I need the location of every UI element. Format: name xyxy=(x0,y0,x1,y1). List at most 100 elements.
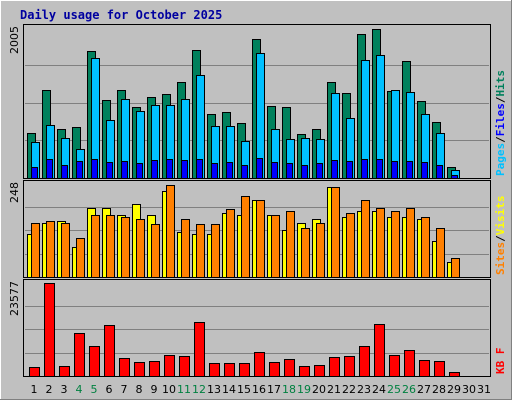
legend-pages: Pages xyxy=(494,143,507,176)
bottom-panel-legend: KB F xyxy=(494,348,507,375)
bar-pages-day-2 xyxy=(46,159,53,179)
legend-files: Files xyxy=(494,103,507,136)
bar-sites-day-26 xyxy=(406,208,415,278)
bar-kb-f-day-16 xyxy=(254,352,265,377)
bar-pages-day-29 xyxy=(451,175,458,179)
bar-sites-day-29 xyxy=(451,258,460,278)
day-label-23: 23 xyxy=(357,383,371,396)
day-label-24: 24 xyxy=(372,383,386,396)
bar-sites-day-19 xyxy=(301,228,310,278)
legend-visits: Visits xyxy=(494,196,507,236)
bar-pages-day-22 xyxy=(346,161,353,179)
bar-pages-day-15 xyxy=(241,165,248,179)
day-label-8: 8 xyxy=(136,383,143,396)
bar-kb-f-day-18 xyxy=(284,359,295,377)
day-label-17: 17 xyxy=(267,383,281,396)
bar-kb-f-day-10 xyxy=(164,355,175,377)
bar-kb-f-day-6 xyxy=(104,325,115,377)
day-label-30: 30 xyxy=(462,383,476,396)
bar-kb-f-day-7 xyxy=(119,358,130,377)
day-label-20: 20 xyxy=(312,383,326,396)
bar-pages-day-20 xyxy=(316,163,323,179)
bar-sites-day-14 xyxy=(226,209,235,278)
day-label-2: 2 xyxy=(46,383,53,396)
day-label-12: 12 xyxy=(192,383,206,396)
bar-kb-f-day-20 xyxy=(314,365,325,377)
bar-kb-f-day-3 xyxy=(59,366,70,377)
bar-sites-day-23 xyxy=(361,200,370,278)
legend-hits: Hits xyxy=(494,70,507,97)
day-label-18: 18 xyxy=(282,383,296,396)
bar-kb-f-day-19 xyxy=(299,366,310,377)
day-label-15: 15 xyxy=(237,383,251,396)
middle-panel-legend: Sites/Visits xyxy=(494,196,507,276)
bar-pages-day-13 xyxy=(211,163,218,179)
bar-sites-day-15 xyxy=(241,196,250,278)
bar-kb-f-day-24 xyxy=(374,324,385,377)
bar-pages-day-1 xyxy=(31,167,38,179)
bar-sites-day-5 xyxy=(91,215,100,278)
day-label-31: 31 xyxy=(477,383,491,396)
bar-kb-f-day-4 xyxy=(74,333,85,377)
bar-kb-f-day-21 xyxy=(329,357,340,377)
day-label-22: 22 xyxy=(342,383,356,396)
day-label-19: 19 xyxy=(297,383,311,396)
bar-pages-day-17 xyxy=(271,162,278,179)
bar-sites-day-20 xyxy=(316,223,325,278)
bar-sites-day-24 xyxy=(376,208,385,278)
day-label-28: 28 xyxy=(432,383,446,396)
bar-pages-day-23 xyxy=(361,159,368,179)
bar-kb-f-day-27 xyxy=(419,360,430,377)
bar-pages-day-7 xyxy=(121,161,128,179)
bar-sites-day-1 xyxy=(31,223,40,278)
bar-kb-f-day-9 xyxy=(149,361,160,377)
day-label-10: 10 xyxy=(162,383,176,396)
bar-sites-day-27 xyxy=(421,217,430,278)
bar-pages-day-14 xyxy=(226,162,233,179)
bar-pages-day-8 xyxy=(136,163,143,179)
bar-sites-day-25 xyxy=(391,211,400,278)
bar-sites-day-28 xyxy=(436,228,445,278)
day-label-26: 26 xyxy=(402,383,416,396)
bar-sites-day-10 xyxy=(166,185,175,278)
bar-pages-day-27 xyxy=(421,162,428,179)
bar-pages-day-21 xyxy=(331,160,338,179)
legend-kbf: KB F xyxy=(494,348,507,375)
bar-kb-f-day-23 xyxy=(359,346,370,377)
day-label-6: 6 xyxy=(106,383,113,396)
bar-pages-day-26 xyxy=(406,161,413,179)
bar-pages-day-18 xyxy=(286,163,293,179)
bar-kb-f-day-17 xyxy=(269,362,280,377)
bar-pages-day-19 xyxy=(301,165,308,179)
day-label-25: 25 xyxy=(387,383,401,396)
bar-kb-f-day-26 xyxy=(404,350,415,377)
legend-sep-1: / xyxy=(494,136,507,143)
day-label-29: 29 xyxy=(447,383,461,396)
bar-kb-f-day-28 xyxy=(434,361,445,377)
bar-kb-f-day-12 xyxy=(194,322,205,377)
bar-kb-f-day-5 xyxy=(89,346,100,377)
bar-pages-day-25 xyxy=(391,161,398,179)
bar-kb-f-day-13 xyxy=(209,363,220,377)
bar-sites-day-3 xyxy=(61,223,70,278)
bar-kb-f-day-8 xyxy=(134,362,145,377)
middle-panel-max-label: 248 xyxy=(8,182,21,203)
bar-pages-day-12 xyxy=(196,159,203,179)
bar-pages-day-3 xyxy=(61,165,68,179)
bar-pages-day-10 xyxy=(166,159,173,179)
bar-kb-f-day-2 xyxy=(44,283,55,377)
bar-sites-day-21 xyxy=(331,187,340,278)
bar-pages-day-11 xyxy=(181,160,188,179)
legend-sites: Sites xyxy=(494,242,507,275)
day-label-3: 3 xyxy=(61,383,68,396)
day-label-9: 9 xyxy=(151,383,158,396)
day-label-5: 5 xyxy=(91,383,98,396)
bottom-panel-max-label: 23577 xyxy=(8,281,21,316)
top-panel-max-label: 2005 xyxy=(8,26,21,54)
day-label-11: 11 xyxy=(177,383,191,396)
day-label-7: 7 xyxy=(121,383,128,396)
bar-pages-day-4 xyxy=(76,161,83,179)
bar-kb-f-day-22 xyxy=(344,356,355,377)
bar-sites-day-17 xyxy=(271,215,280,278)
